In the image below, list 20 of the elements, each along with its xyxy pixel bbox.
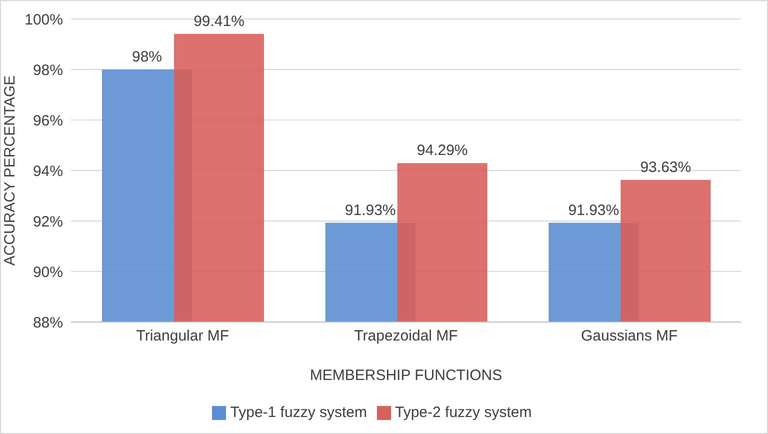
x-tick-label: Gaussians MF [580, 328, 678, 345]
y-tick-label: 96% [32, 112, 63, 130]
data-label: 93.63% [640, 158, 692, 176]
data-label: 94.29% [416, 142, 468, 160]
data-label: 91.93% [344, 202, 396, 219]
legend-label: Type-2 fuzzy system [395, 404, 532, 421]
x-axis-title: MEMBERSHIP FUNCTIONS [310, 367, 502, 384]
x-tick-label: Triangular MF [136, 328, 230, 345]
y-tick-label: 94% [32, 162, 63, 180]
y-tick-label: 88% [32, 314, 63, 332]
x-tick-label: Trapezoidal MF [354, 328, 458, 345]
data-label: 98% [132, 48, 162, 66]
legend-label: Type-1 fuzzy system [230, 404, 367, 421]
data-label: 99.41% [194, 12, 244, 30]
y-tick-label: 92% [32, 213, 63, 230]
y-tick-label: 90% [32, 264, 63, 281]
y-tick-label: 100% [24, 11, 63, 28]
data-label: 91.93% [568, 202, 620, 219]
y-tick-label: 98% [32, 62, 63, 79]
y-axis-title: ACCURACY PERCENTAGE [1, 75, 18, 266]
